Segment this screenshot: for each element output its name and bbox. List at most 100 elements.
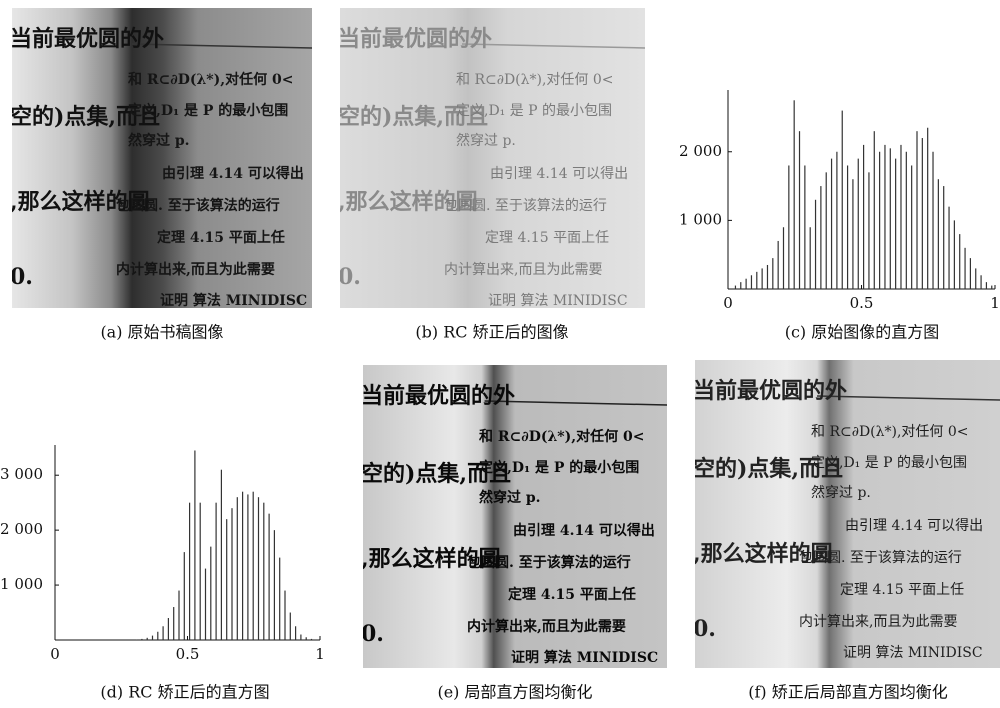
histogram-bar (794, 100, 795, 289)
page-text: 定理 4.15 平面上任 (508, 586, 636, 603)
histogram-bar (205, 569, 206, 640)
page-text: 定理 4.15 平面上任 (485, 230, 609, 246)
histogram-bar (284, 591, 285, 640)
page-text: 然穿过 p. (811, 484, 871, 501)
page-text: 包围圆. 至于该算法的运行 (444, 198, 607, 214)
x-tick-label: 0 (50, 645, 60, 663)
page-text: 证明 算法 MINIDISC (843, 645, 983, 661)
histogram-bar (831, 159, 832, 289)
histogram-bar (964, 248, 965, 289)
histogram-bar (852, 179, 853, 289)
page-text: 0. (693, 616, 716, 642)
histogram-bar (975, 268, 976, 289)
page-text: 和 R⊂∂D(λ*),对任何 0< (456, 72, 614, 88)
page-text: 由引理 4.14 可以得出 (845, 517, 983, 534)
histogram-bar (767, 265, 768, 289)
x-tick-label: 1 (990, 294, 1000, 312)
histogram-bar (194, 450, 195, 640)
page-text: 定理 4.15 平面上任 (157, 229, 285, 246)
figure: 当前最优圆的外空的)点集,而且,那么这样的圆0.和 R⊂∂D(λ*),对任何 0… (0, 0, 1000, 708)
histogram-bar (879, 152, 880, 289)
page-text: 内计算出来,而且为此需要 (444, 262, 602, 278)
page-text: 0. (361, 621, 384, 647)
page-text: 当前最优圆的外 (361, 383, 515, 409)
histogram-bar (279, 558, 280, 640)
page-text: 证明 算法 MINIDISC (488, 293, 628, 309)
x-tick-label: 0 (723, 294, 733, 312)
page-text: 包围圆. 至于该算法的运行 (799, 550, 962, 566)
histogram-bar (263, 503, 264, 640)
caption: (e) 局部直方图均衡化 (437, 683, 592, 702)
histogram-bar (740, 282, 741, 289)
photo: 当前最优圆的外空的)点集,而且,那么这样的圆0.和 R⊂∂D(λ*),对任何 0… (10, 8, 312, 309)
histogram-bar (746, 279, 747, 289)
histogram-bar (141, 639, 142, 640)
histogram-bar (306, 637, 307, 640)
caption: (d) RC 矫正后的直方图 (100, 683, 269, 702)
page-text: 定义,D₁ 是 P 的最小包围 (456, 103, 612, 119)
histogram-bar (895, 159, 896, 289)
histogram-bar (900, 145, 901, 289)
page-text: 定义,D₁ 是 P 的最小包围 (479, 459, 639, 476)
caption: (f) 矫正后局部直方图均衡化 (748, 683, 948, 702)
x-tick-label: 1 (315, 645, 325, 663)
histogram-bar (152, 636, 153, 640)
histogram-bar (237, 497, 238, 640)
histogram-bar (874, 131, 875, 289)
histogram-bar (847, 165, 848, 289)
histogram-bar (290, 613, 291, 640)
x-tick-label: 0.5 (850, 294, 874, 312)
y-tick-label: 2 000 (0, 520, 43, 538)
histogram-bar (311, 639, 312, 640)
y-tick-label: 1 000 (0, 575, 43, 593)
histogram-bar (242, 492, 243, 640)
histogram-bar (948, 207, 949, 289)
y-tick-label: 3 000 (0, 465, 43, 483)
histogram-bar (295, 626, 296, 640)
histogram-bar (274, 530, 275, 640)
histogram-bar (300, 635, 301, 640)
histogram-bar (168, 618, 169, 640)
histogram-bar (226, 519, 227, 640)
histogram-bar (163, 626, 164, 640)
histogram-bar (189, 503, 190, 640)
page-text: 和 R⊂∂D(λ*),对任何 0< (479, 428, 644, 445)
x-tick-label: 0.5 (176, 645, 200, 663)
histogram-bar (991, 286, 992, 289)
histogram-bar (756, 272, 757, 289)
histogram-bar (911, 165, 912, 289)
page-text: 然穿过 p. (128, 132, 190, 149)
histogram-bar (804, 165, 805, 289)
histogram-bar (184, 552, 185, 640)
histogram-bar (820, 186, 821, 289)
histogram-bar (863, 145, 864, 289)
histogram-bar (890, 148, 891, 289)
histogram-bar (815, 200, 816, 289)
page-text: 当前最优圆的外 (338, 26, 492, 52)
histogram-bar (253, 492, 254, 640)
page-text: 0. (338, 264, 361, 290)
page-text: 由引理 4.14 可以得出 (513, 522, 655, 539)
histogram-bar (147, 638, 148, 640)
page-text: 定义,D₁ 是 P 的最小包围 (128, 102, 288, 119)
histogram-bar (810, 227, 811, 289)
caption: (c) 原始图像的直方图 (785, 323, 940, 342)
histogram-bar (216, 503, 217, 640)
page-text: 由引理 4.14 可以得出 (162, 165, 304, 182)
histogram-bar (221, 470, 222, 640)
histogram-bar (943, 186, 944, 289)
page-text: 当前最优圆的外 (693, 378, 847, 404)
photo: 当前最优圆的外空的)点集,而且,那么这样的圆0.和 R⊂∂D(λ*),对任何 0… (693, 360, 1000, 668)
histogram-bar (178, 591, 179, 640)
page-text: 0. (10, 264, 33, 290)
histogram-bar (868, 172, 869, 289)
page-text: 证明 算法 MINIDISC (160, 292, 307, 309)
histogram-bar (932, 152, 933, 289)
histogram-bar (751, 275, 752, 289)
histogram-bar (200, 503, 201, 640)
histogram-bar (922, 138, 923, 289)
page-text: 内计算出来,而且为此需要 (467, 618, 626, 635)
histogram-bar (783, 227, 784, 289)
